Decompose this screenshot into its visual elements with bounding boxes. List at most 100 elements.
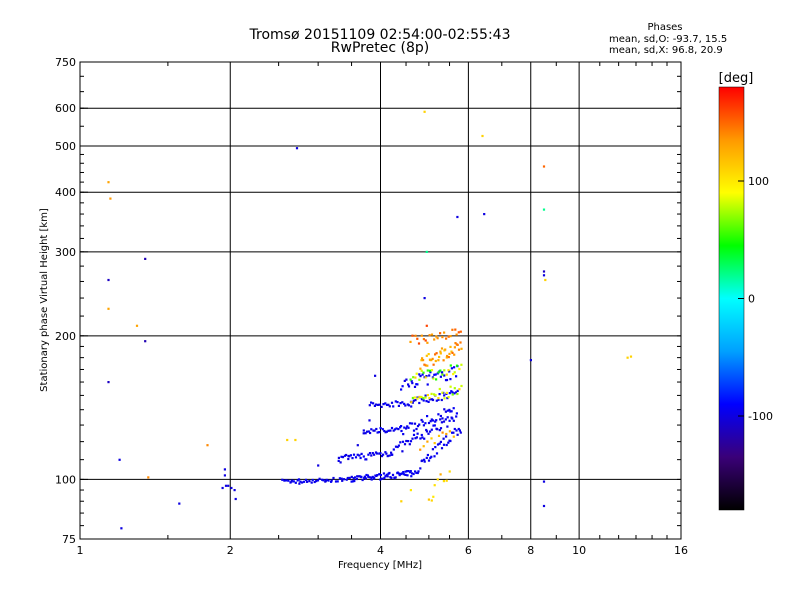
data-point (542, 208, 546, 211)
data-point (407, 383, 410, 386)
data-point (426, 341, 429, 344)
data-point (448, 352, 451, 355)
data-point (332, 476, 335, 480)
data-point (370, 478, 373, 481)
data-point (135, 324, 139, 327)
y-tick-label: 200 (55, 330, 76, 343)
data-point (425, 400, 428, 403)
data-point (324, 480, 327, 483)
data-point (426, 364, 429, 367)
data-point (445, 443, 448, 447)
data-point (411, 422, 414, 425)
data-point (399, 402, 402, 405)
data-point (443, 374, 446, 377)
data-point (452, 373, 455, 376)
data-point (455, 415, 458, 418)
data-point (390, 401, 394, 404)
data-point (407, 470, 410, 473)
data-point (223, 468, 226, 471)
data-point (367, 430, 370, 433)
data-point (439, 350, 442, 353)
data-point (448, 392, 451, 395)
data-point (438, 429, 441, 432)
data-point (422, 359, 425, 362)
data-point (448, 408, 451, 411)
data-point (365, 458, 368, 461)
data-point (431, 419, 435, 422)
data-point (426, 383, 429, 386)
data-point (378, 403, 381, 406)
data-point (453, 392, 456, 395)
colorbar-tick-label: -100 (748, 410, 773, 423)
data-point (378, 452, 381, 455)
data-point (406, 425, 409, 428)
y-tick-label: 300 (55, 246, 76, 259)
data-point (442, 359, 445, 362)
data-point (411, 382, 414, 385)
data-point (457, 427, 460, 431)
data-point (393, 428, 397, 431)
data-point (419, 467, 422, 470)
data-point (413, 385, 417, 388)
data-point (459, 341, 462, 344)
data-point (385, 473, 388, 476)
data-point (397, 428, 400, 431)
data-point (352, 453, 356, 456)
data-point (410, 401, 413, 404)
data-point (361, 478, 364, 482)
data-point (107, 381, 110, 384)
data-point (427, 432, 430, 435)
data-point (407, 404, 410, 407)
data-point (433, 484, 436, 487)
data-point (315, 480, 318, 483)
data-point (120, 527, 123, 530)
data-point (109, 197, 112, 200)
data-point (406, 470, 409, 473)
data-point (412, 399, 415, 402)
data-point (370, 401, 373, 404)
data-point (367, 453, 370, 456)
data-point (322, 479, 325, 482)
data-point (431, 398, 435, 402)
data-point (422, 338, 425, 341)
data-point (144, 257, 147, 260)
data-point (455, 333, 458, 336)
data-point (403, 402, 406, 405)
data-point (437, 398, 440, 401)
data-point (424, 364, 427, 367)
data-point (425, 375, 428, 378)
data-point (230, 486, 233, 490)
data-point (402, 471, 405, 474)
data-point (402, 433, 405, 436)
data-point (626, 356, 629, 359)
data-point (430, 359, 433, 362)
data-point (420, 334, 423, 337)
data-point (400, 425, 403, 428)
data-point (401, 472, 404, 475)
data-point (378, 431, 381, 434)
data-point (416, 397, 419, 400)
data-point (438, 355, 441, 359)
data-point (384, 451, 387, 454)
data-point (439, 427, 443, 430)
data-point (460, 347, 463, 350)
data-point (233, 489, 236, 492)
x-tick-label: 2 (227, 544, 234, 557)
data-point (436, 443, 440, 446)
data-point (435, 399, 438, 402)
plot-frame (79, 61, 682, 540)
colorbar-tick-label: 0 (748, 293, 755, 306)
data-point (313, 480, 316, 484)
data-point (458, 367, 461, 371)
data-point (281, 478, 284, 481)
data-point (458, 429, 461, 432)
data-point (330, 480, 333, 483)
data-point (396, 401, 399, 404)
data-point (401, 450, 404, 453)
data-point (418, 378, 421, 381)
y-axis-label: Stationary phase Virtual Height [km] (39, 208, 50, 392)
data-point (147, 476, 150, 479)
data-point (448, 430, 451, 433)
data-point (350, 480, 353, 483)
phase-stats-heading: Phases (647, 22, 683, 33)
